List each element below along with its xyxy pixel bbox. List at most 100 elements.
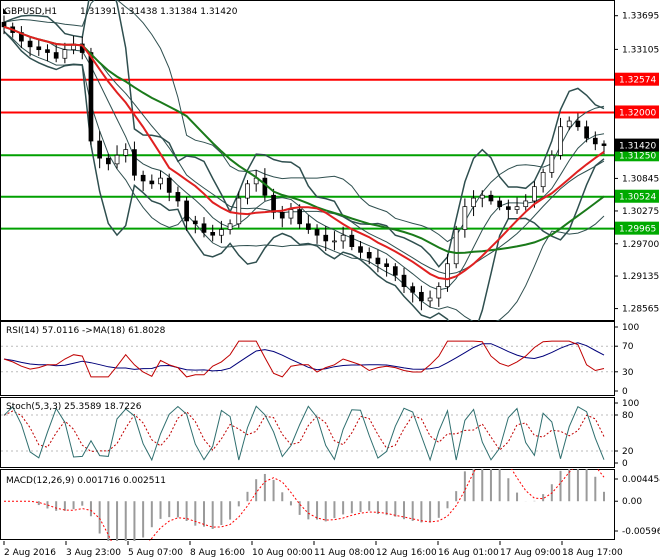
current-price-badge xyxy=(615,138,659,152)
time-tick-label: 11 Aug 08:00 xyxy=(314,548,375,558)
level-132000-badge-text: 1.32000 xyxy=(619,108,656,118)
level-130524-badge xyxy=(615,189,659,203)
price-tick-label: 1.33105 xyxy=(622,45,659,55)
price-tick-label: 1.29700 xyxy=(622,240,659,250)
band-middle xyxy=(3,26,605,291)
candle xyxy=(558,126,563,156)
time-tick-label: 3 Aug 23:00 xyxy=(66,548,121,558)
candle xyxy=(62,49,68,59)
band-upper xyxy=(3,0,605,243)
candle xyxy=(462,206,468,230)
candle xyxy=(175,192,181,202)
candle xyxy=(384,263,389,267)
candle xyxy=(236,197,242,225)
candle xyxy=(201,223,207,233)
time-tick-label: 8 Aug 16:00 xyxy=(190,548,245,558)
time-tick-label: 2 Aug 2016 xyxy=(4,548,56,558)
candle xyxy=(158,177,163,185)
price-tick-label: 1.33695 xyxy=(622,12,659,22)
candle xyxy=(427,297,433,302)
candle xyxy=(53,52,59,59)
price-tick-label: 1.28565 xyxy=(622,305,659,315)
candle xyxy=(192,220,198,225)
candle xyxy=(401,274,407,287)
level-131250-badge-text: 1.31250 xyxy=(619,151,656,161)
candle xyxy=(514,206,520,210)
candle xyxy=(540,172,546,188)
indicator-tick-label: 70 xyxy=(622,342,634,352)
candle xyxy=(532,186,537,202)
indicator-tick-label: 0 xyxy=(622,459,628,469)
rsi-label: RSI(14) 57.0116 ->MA(18) 61.8028 xyxy=(6,326,166,336)
candle xyxy=(497,200,503,208)
stoch-main-line xyxy=(3,405,605,462)
candle xyxy=(45,49,50,53)
candle xyxy=(488,194,494,202)
candle xyxy=(453,229,459,265)
candle xyxy=(105,157,111,165)
candle xyxy=(332,240,337,243)
level-132574-badge xyxy=(615,72,659,86)
candle xyxy=(271,194,276,213)
candle xyxy=(471,197,476,208)
price-tick-label: 1.30275 xyxy=(622,207,659,217)
level-129965-badge xyxy=(615,221,659,235)
candle xyxy=(358,246,363,253)
indicator-tick-label: 100 xyxy=(622,399,639,409)
candle xyxy=(227,223,233,230)
time-tick-label: 17 Aug 09:00 xyxy=(500,548,561,558)
candle xyxy=(245,183,250,199)
candle xyxy=(592,137,598,145)
candle xyxy=(575,120,581,128)
candle xyxy=(97,140,103,159)
indicator-tick-label: 80 xyxy=(622,411,634,421)
time-axis: 2 Aug 2016 3 Aug 23:00 5 Aug 07:00 8 Aug 16… xyxy=(3,541,623,558)
candle xyxy=(566,120,572,128)
candle xyxy=(219,229,224,236)
candle xyxy=(392,266,398,276)
rsi-ma-line xyxy=(3,342,605,372)
candle xyxy=(314,229,320,236)
level-130524-badge-text: 1.30524 xyxy=(619,193,656,203)
band-middle xyxy=(3,26,605,275)
indicator-tick-label: -0.005969 xyxy=(622,527,660,537)
indicator-tick-label: 30 xyxy=(622,368,634,378)
indicator-tick-label: 0.004454 xyxy=(622,475,660,485)
indicator-tick-label: 20 xyxy=(622,447,634,457)
price-tick-label: 1.29135 xyxy=(622,272,659,282)
time-tick-label: 12 Aug 16:00 xyxy=(376,548,437,558)
candle xyxy=(184,200,189,222)
time-tick-label: 5 Aug 07:00 xyxy=(128,548,183,558)
candle xyxy=(479,194,485,199)
macd-label: MACD(12,26,9) 0.001716 0.002511 xyxy=(6,476,166,486)
ohlc-readout: 1.31391 1.31438 1.31384 1.31420 xyxy=(80,7,238,17)
rsi-panel[interactable]: 100 70 30 0 RSI(14) 57.0116 ->MA(18) 61.802… xyxy=(0,321,660,397)
candle xyxy=(132,149,137,176)
macd-panel[interactable]: 0.004454 0.00 -0.005969 MACD(12,26,9) 0.00… xyxy=(0,469,660,541)
rsi-line xyxy=(3,340,605,378)
candle xyxy=(410,286,416,293)
indicator-tick-label: 100 xyxy=(622,323,639,333)
candle xyxy=(375,257,381,265)
candle xyxy=(305,223,311,230)
time-tick-label: 10 Aug 00:00 xyxy=(252,548,313,558)
ma-green-line xyxy=(3,25,605,255)
candle xyxy=(166,177,172,193)
candle xyxy=(140,174,146,182)
level-132000-badge xyxy=(615,105,659,119)
candle xyxy=(340,234,346,242)
level-129965-badge-text: 1.29965 xyxy=(619,225,656,235)
stochastic-panel[interactable]: 100 80 20 0 Stoch(5,3,3) 25.3589 18.7226 xyxy=(0,397,660,469)
band-lower xyxy=(3,31,605,321)
stochastic-label: Stoch(5,3,3) 25.3589 18.7226 xyxy=(6,402,142,412)
chart-symbol-title: GBPUSD,H1 xyxy=(4,7,57,17)
candle xyxy=(36,46,42,51)
collapse-arrow-icon xyxy=(3,8,8,14)
candle xyxy=(419,291,424,302)
stoch-signal-line xyxy=(3,410,605,452)
level-132574-badge-text: 1.32574 xyxy=(619,76,656,86)
time-tick-label: 18 Aug 17:00 xyxy=(562,548,623,558)
candle xyxy=(279,212,285,219)
candle xyxy=(88,52,94,142)
price-chart-panel[interactable]: 1.33695 1.33105 1.30845 1.30275 1.29700 1.291… xyxy=(0,0,660,321)
